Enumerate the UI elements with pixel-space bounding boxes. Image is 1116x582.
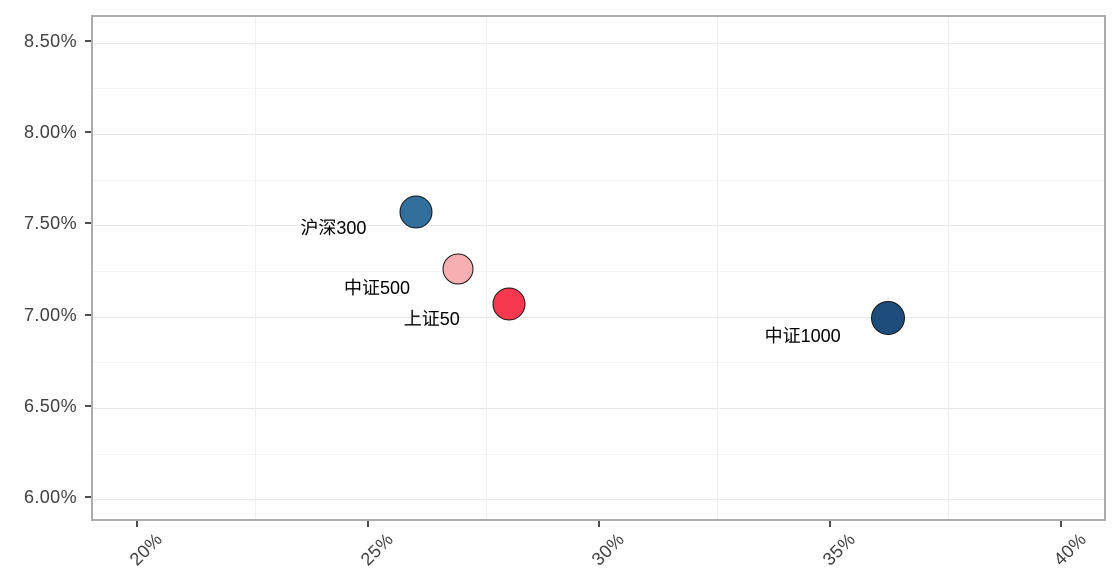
gridline-major-horizontal (93, 42, 1104, 44)
plot-panel: 沪深300 中证500 上证50 中证1000 (91, 15, 1106, 521)
x-axis-tick-label: 30% (587, 529, 629, 570)
data-point-label: 中证1000 (764, 326, 841, 347)
x-axis-tick (136, 521, 139, 527)
x-axis-tick-label: 25% (356, 529, 398, 570)
y-axis-tick-label: 6.50% (23, 395, 77, 416)
gridline-major-horizontal (93, 407, 1104, 409)
y-axis-tick-label: 8.00% (23, 121, 77, 142)
data-point-label: 上证50 (403, 308, 460, 329)
y-axis-tick-label: 7.00% (23, 304, 77, 325)
gridline-major-horizontal (93, 225, 1104, 227)
gridline-minor-vertical (485, 17, 487, 519)
y-axis-tick (85, 222, 91, 225)
x-axis-tick (367, 521, 370, 527)
gridline-minor-horizontal (93, 270, 1104, 272)
y-axis-tick (85, 39, 91, 42)
gridline-major-horizontal (93, 133, 1104, 135)
x-axis-tick (829, 521, 832, 527)
gridline-minor-vertical (947, 17, 949, 519)
y-axis-tick (85, 404, 91, 407)
data-point-label: 沪深300 (300, 218, 367, 239)
y-axis-tick (85, 496, 91, 499)
gridline-minor-horizontal (93, 179, 1104, 181)
y-axis-tick-label: 8.50% (23, 30, 77, 51)
x-axis-tick-label: 35% (818, 529, 860, 570)
x-axis-tick (1060, 521, 1063, 527)
data-point-上证50 (492, 287, 526, 321)
gridline-minor-vertical (716, 17, 718, 519)
data-point-中证1000 (870, 301, 905, 336)
x-axis-tick (598, 521, 601, 527)
x-axis-tick-label: 40% (1049, 529, 1091, 570)
y-axis-tick (85, 130, 91, 133)
data-point-中证500 (442, 253, 474, 285)
gridline-major-horizontal (93, 316, 1104, 318)
gridline-major-horizontal (93, 499, 1104, 501)
data-point-沪深300 (399, 195, 433, 229)
gridline-minor-horizontal (93, 88, 1104, 90)
y-axis-tick (85, 313, 91, 316)
y-axis-tick-label: 6.00% (23, 487, 77, 508)
gridline-minor-vertical (254, 17, 256, 519)
gridline-minor-horizontal (93, 362, 1104, 364)
gridline-minor-horizontal (93, 453, 1104, 455)
x-axis-tick-label: 20% (125, 529, 167, 570)
data-point-label: 中证500 (343, 278, 410, 299)
y-axis-tick-label: 7.50% (23, 213, 77, 234)
